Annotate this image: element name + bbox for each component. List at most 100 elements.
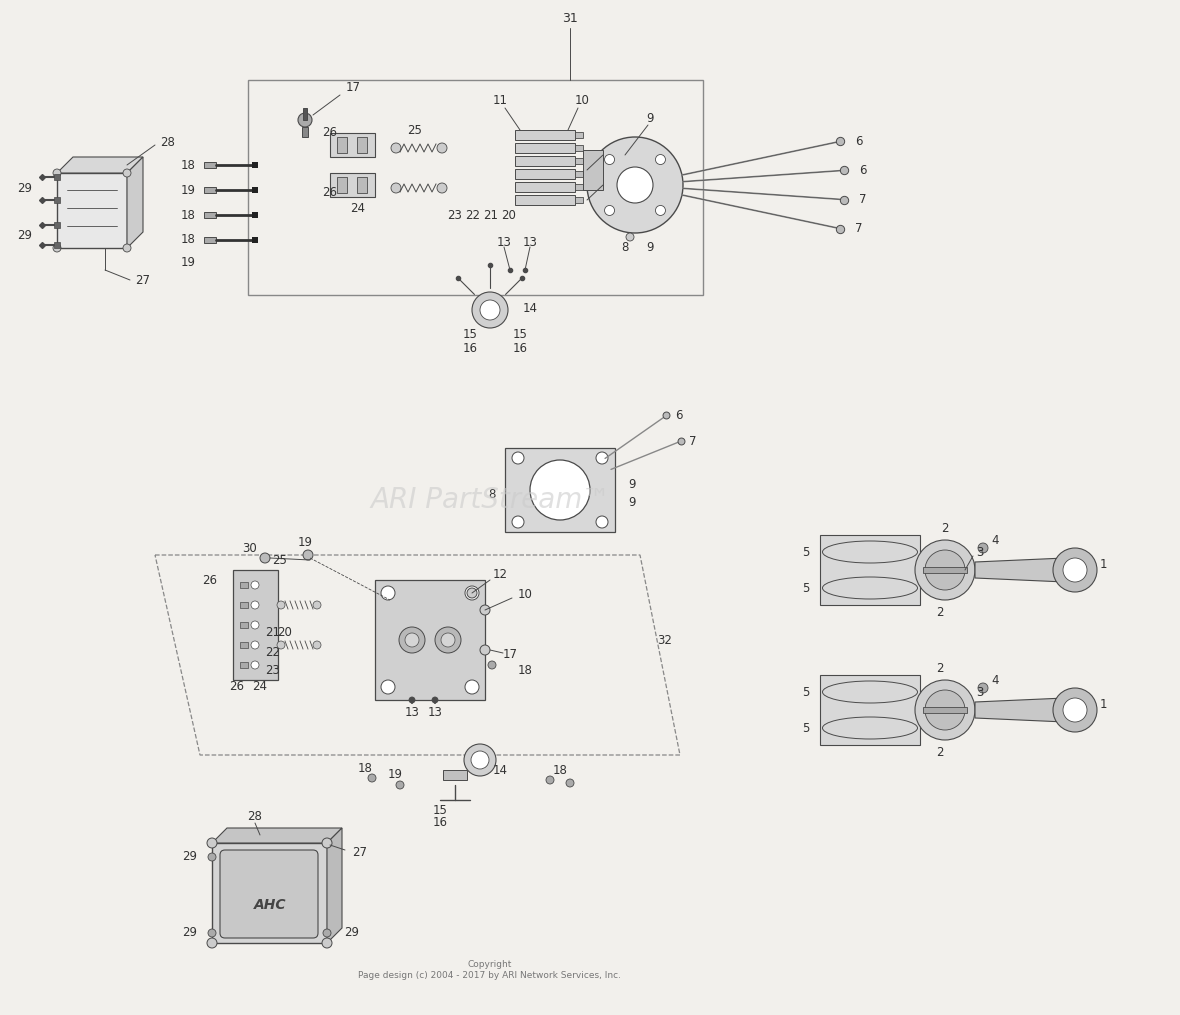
Bar bbox=[514, 143, 575, 153]
Circle shape bbox=[409, 697, 415, 703]
Text: 26: 26 bbox=[322, 126, 337, 138]
Bar bbox=[212, 843, 327, 943]
Bar bbox=[240, 642, 248, 648]
Bar bbox=[358, 177, 367, 193]
Text: 16: 16 bbox=[512, 341, 527, 354]
Bar bbox=[575, 145, 583, 151]
Text: 18: 18 bbox=[181, 232, 196, 246]
Text: 14: 14 bbox=[523, 301, 538, 315]
Polygon shape bbox=[975, 558, 1066, 582]
Bar bbox=[240, 662, 248, 668]
Circle shape bbox=[251, 581, 258, 589]
Text: 13: 13 bbox=[405, 705, 419, 719]
Text: 4: 4 bbox=[991, 674, 998, 686]
Circle shape bbox=[1053, 688, 1097, 732]
Circle shape bbox=[441, 633, 455, 647]
Circle shape bbox=[480, 645, 490, 655]
Circle shape bbox=[978, 543, 988, 553]
Polygon shape bbox=[127, 157, 143, 248]
Circle shape bbox=[1063, 558, 1087, 582]
Circle shape bbox=[322, 838, 332, 848]
Text: 6: 6 bbox=[675, 409, 682, 422]
Circle shape bbox=[464, 744, 496, 776]
Text: 11: 11 bbox=[492, 93, 507, 107]
Bar bbox=[923, 707, 966, 713]
Circle shape bbox=[251, 641, 258, 649]
Text: 18: 18 bbox=[181, 208, 196, 221]
Text: 2: 2 bbox=[936, 662, 944, 675]
Circle shape bbox=[277, 641, 286, 649]
Circle shape bbox=[251, 601, 258, 609]
Text: 24: 24 bbox=[350, 202, 366, 214]
Circle shape bbox=[925, 690, 965, 730]
Bar bbox=[337, 177, 347, 193]
Text: 13: 13 bbox=[427, 705, 442, 719]
Text: 19: 19 bbox=[181, 184, 196, 197]
Text: 3: 3 bbox=[976, 545, 984, 558]
Text: 10: 10 bbox=[575, 93, 590, 107]
Circle shape bbox=[381, 680, 395, 694]
Text: 9: 9 bbox=[647, 112, 654, 125]
Circle shape bbox=[604, 154, 615, 164]
Bar bbox=[204, 187, 216, 193]
Circle shape bbox=[512, 516, 524, 528]
Text: 2: 2 bbox=[936, 745, 944, 758]
Circle shape bbox=[405, 633, 419, 647]
Text: 23: 23 bbox=[447, 208, 463, 221]
Text: 30: 30 bbox=[243, 541, 257, 554]
Text: 23: 23 bbox=[266, 664, 281, 677]
Circle shape bbox=[480, 300, 500, 320]
Circle shape bbox=[368, 774, 376, 782]
Bar bbox=[240, 622, 248, 628]
Circle shape bbox=[260, 553, 270, 563]
Circle shape bbox=[489, 661, 496, 669]
Bar bbox=[514, 156, 575, 166]
Circle shape bbox=[277, 601, 286, 609]
Bar bbox=[514, 195, 575, 205]
Text: 12: 12 bbox=[492, 568, 507, 582]
Text: 9: 9 bbox=[628, 495, 636, 509]
Bar bbox=[575, 158, 583, 164]
Text: 29: 29 bbox=[183, 927, 197, 940]
Text: 18: 18 bbox=[358, 761, 373, 774]
Circle shape bbox=[206, 938, 217, 948]
Text: 13: 13 bbox=[497, 235, 511, 249]
Bar bbox=[240, 602, 248, 608]
Text: 7: 7 bbox=[854, 222, 863, 235]
Circle shape bbox=[925, 550, 965, 590]
Bar bbox=[303, 108, 307, 120]
Bar bbox=[337, 137, 347, 153]
Text: 15: 15 bbox=[463, 329, 478, 341]
Circle shape bbox=[914, 680, 975, 740]
Text: 9: 9 bbox=[628, 478, 636, 491]
Bar bbox=[575, 184, 583, 190]
Bar bbox=[240, 582, 248, 588]
Text: 6: 6 bbox=[859, 163, 866, 177]
Text: 32: 32 bbox=[657, 633, 673, 647]
Bar bbox=[302, 127, 308, 137]
Text: 29: 29 bbox=[18, 182, 33, 195]
Circle shape bbox=[465, 680, 479, 694]
FancyBboxPatch shape bbox=[219, 850, 317, 938]
Bar bbox=[583, 150, 603, 190]
Text: 17: 17 bbox=[503, 649, 518, 662]
Text: 27: 27 bbox=[353, 847, 367, 860]
Text: 15: 15 bbox=[433, 804, 447, 816]
Circle shape bbox=[978, 683, 988, 693]
Text: 7: 7 bbox=[859, 193, 866, 206]
Text: 26: 26 bbox=[229, 680, 244, 693]
Text: 6: 6 bbox=[854, 135, 863, 148]
Circle shape bbox=[396, 781, 404, 789]
Text: 16: 16 bbox=[463, 341, 478, 354]
Circle shape bbox=[465, 586, 479, 600]
Circle shape bbox=[251, 661, 258, 669]
Text: 18: 18 bbox=[181, 158, 196, 172]
Bar bbox=[248, 80, 703, 295]
Text: 15: 15 bbox=[512, 329, 527, 341]
Text: 5: 5 bbox=[802, 582, 809, 595]
Circle shape bbox=[596, 516, 608, 528]
Circle shape bbox=[299, 113, 312, 127]
Circle shape bbox=[323, 929, 332, 937]
Text: 14: 14 bbox=[492, 763, 507, 776]
Bar bbox=[375, 580, 485, 700]
